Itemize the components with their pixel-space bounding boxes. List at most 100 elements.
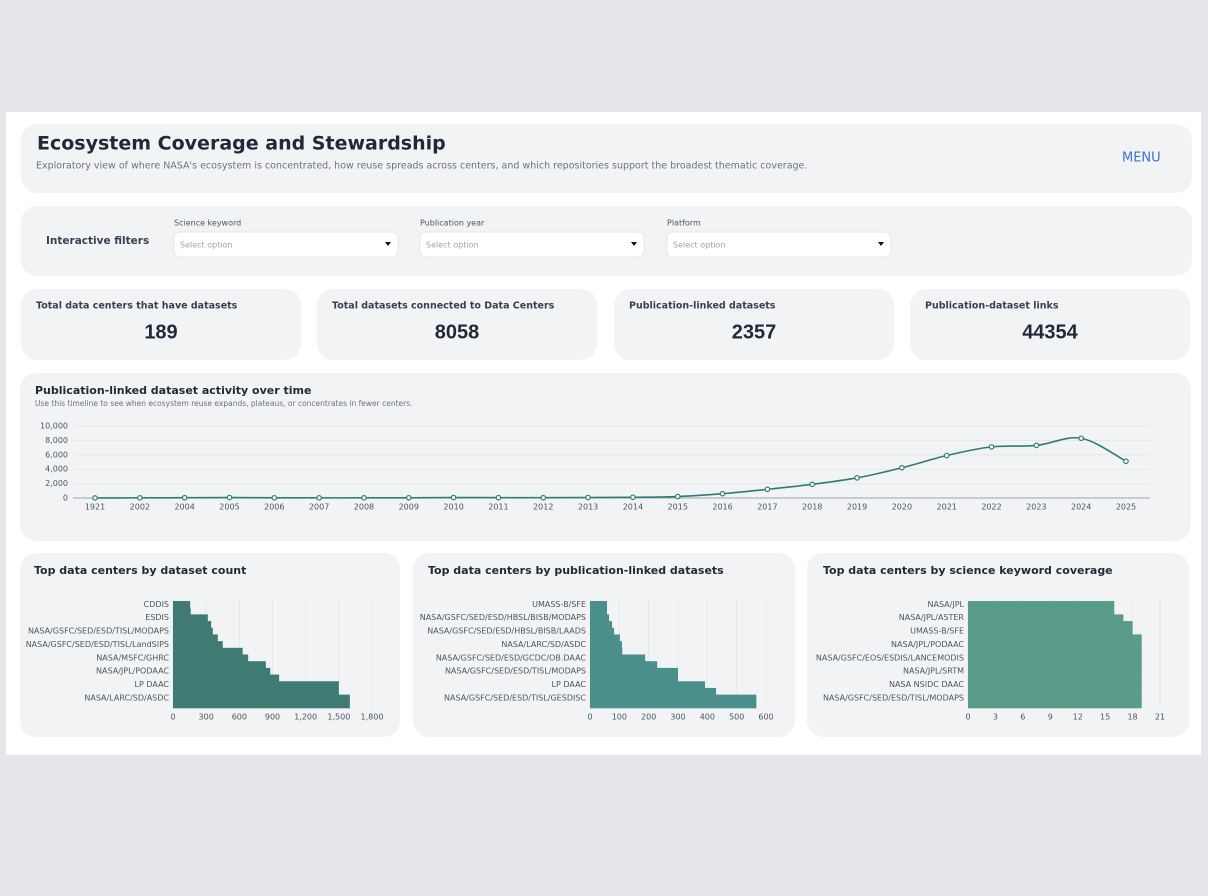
- bar: [968, 694, 1142, 702]
- dropdown[interactable]: [419, 231, 645, 258]
- bar: [590, 621, 612, 629]
- filters: Science keyword Select option Publication …: [173, 219, 892, 258]
- x-tick-label: 0: [170, 713, 175, 722]
- x-tick-label: 600: [758, 713, 773, 722]
- category-label: NASA/GSFC/SED/ESD/TISL/MODAPS: [445, 667, 586, 676]
- dropdown-arrow: [631, 242, 637, 246]
- category-label: LP DAAC: [135, 680, 170, 689]
- point: [943, 452, 950, 459]
- filter-label: Platform: [667, 219, 701, 228]
- x-tick-label: 15: [1100, 713, 1110, 722]
- bar: [173, 634, 218, 642]
- line: [94, 436, 1127, 499]
- bar: [590, 654, 646, 662]
- bar: [173, 621, 212, 629]
- x-tick-label: 2015: [668, 503, 688, 512]
- point: [495, 494, 502, 501]
- bar: [173, 667, 271, 675]
- x-tick-label: 1,800: [361, 713, 384, 722]
- bar: [173, 601, 191, 608]
- category-label: NASA/GSFC/SED/ESD/TISL/LandSIPS: [26, 640, 169, 649]
- point: [137, 495, 143, 501]
- kpi-card: [317, 289, 597, 360]
- dropdown[interactable]: [173, 231, 399, 258]
- chart-title: Top data centers by science keyword cove…: [823, 564, 1113, 577]
- kpi-value: 189: [144, 321, 177, 343]
- category-label: NASA/JPL/SRTM: [903, 667, 964, 676]
- point: [630, 494, 636, 501]
- bar: [173, 614, 208, 622]
- chart-title: Top data centers by publication-linked d…: [428, 564, 724, 577]
- menu-button[interactable]: MENU: [1122, 151, 1161, 166]
- x-tick-label: 2004: [174, 503, 194, 512]
- x-tick-label: 2008: [354, 503, 374, 512]
- x-tick-label: 9: [1048, 713, 1053, 722]
- bar: [968, 641, 1142, 649]
- x-tick-label: 2007: [309, 503, 329, 512]
- category-label: NASA/JPL/PODAAC: [96, 667, 169, 676]
- point: [1033, 442, 1040, 449]
- x-tick-label: 100: [612, 713, 627, 722]
- category-label: NASA/JPL/ASTER: [899, 613, 965, 622]
- bar: [173, 674, 280, 682]
- bar: [173, 641, 223, 649]
- point: [271, 494, 278, 501]
- x-tick-label: 600: [232, 713, 247, 722]
- page-subtitle: Exploratory view of where NASA's ecosyst…: [36, 161, 807, 172]
- x-tick-label: 1,200: [294, 713, 317, 722]
- x-tick-label: 2011: [488, 503, 508, 512]
- x-tick-label: 3: [993, 713, 998, 722]
- category-label: NASA/LARC/SD/ASDC: [84, 693, 169, 702]
- bar: [968, 667, 1142, 675]
- bar: [968, 661, 1142, 669]
- point: [405, 494, 412, 501]
- x-tick-label: 500: [729, 713, 744, 722]
- point: [585, 494, 591, 501]
- x-tick-label: 0: [965, 713, 970, 722]
- x-tick-label: 6: [1020, 713, 1025, 722]
- bar: [590, 614, 610, 622]
- x-tick-label: 2020: [892, 503, 912, 512]
- x-tick-label: 2010: [443, 503, 463, 512]
- filter-label: Publication year: [420, 219, 485, 228]
- bar: [173, 687, 339, 695]
- category-label: NASA NSIDC DAAC: [889, 680, 964, 689]
- x-tick-label: 21: [1155, 713, 1165, 722]
- category-label: UMASS-B/SFE: [910, 627, 964, 636]
- bar: [968, 614, 1124, 622]
- kpi-value: 8058: [435, 321, 480, 343]
- category-label: NASA/GSFC/SED/ESD/TISL/MODAPS: [823, 693, 964, 702]
- bar: [173, 654, 249, 662]
- category-label: NASA/JPL/PODAAC: [891, 640, 964, 649]
- dropdown[interactable]: [666, 231, 892, 258]
- point: [450, 494, 457, 501]
- point: [764, 486, 771, 493]
- bar: [590, 694, 757, 702]
- dropdown-placeholder: Select option: [673, 241, 726, 250]
- bar: [590, 681, 705, 689]
- bar: [968, 607, 1115, 615]
- x-tick-label: 0: [587, 713, 592, 722]
- x-tick-label: 2014: [623, 503, 643, 512]
- x-tick-label: 2018: [802, 503, 822, 512]
- charts: Publication-linked dataset activity over…: [20, 373, 1191, 737]
- category-label: NASA/GSFC/SED/ESD/HBSL/BISB/LAADS: [427, 627, 586, 636]
- x-tick-label: 2023: [1026, 503, 1046, 512]
- x-tick-label: 2005: [219, 503, 239, 512]
- kpi-card: [614, 289, 894, 360]
- bar: [968, 627, 1133, 635]
- point: [809, 481, 816, 488]
- bar: [590, 667, 678, 675]
- category-label: NASA/GSFC/SED/ESD/GCDC/OB.DAAC: [436, 653, 587, 662]
- bar: [590, 601, 608, 608]
- bar: [968, 621, 1133, 629]
- bar: [590, 661, 658, 669]
- x-tick-label: 1,500: [327, 713, 350, 722]
- x-tick-label: 900: [265, 713, 280, 722]
- x-tick-label: 300: [199, 713, 214, 722]
- x-tick-label: 2021: [937, 503, 957, 512]
- chart-title: Publication-linked dataset activity over…: [35, 384, 311, 397]
- point: [226, 494, 233, 501]
- x-tick-label: 300: [670, 713, 685, 722]
